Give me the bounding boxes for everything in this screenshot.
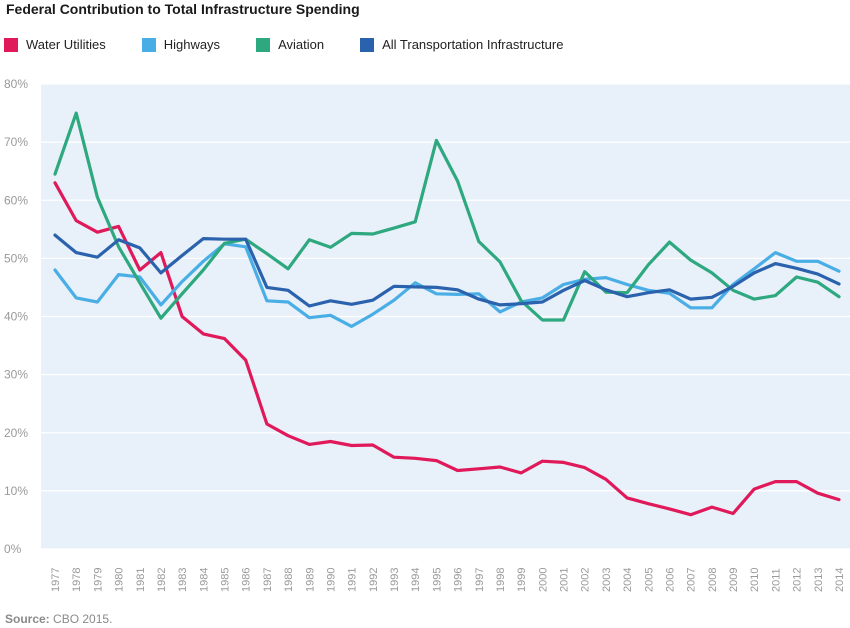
x-tick-label: 1989 <box>304 568 316 592</box>
x-tick-label: 2003 <box>601 568 613 592</box>
x-tick-label: 1990 <box>325 568 337 592</box>
source-note: Source: CBO 2015. <box>5 612 112 626</box>
legend-item-all-transportation: All Transportation Infrastructure <box>360 37 563 52</box>
series-line-highways <box>53 242 841 328</box>
x-axis-ticks: 1977 1978 1979 1980 1981 1982 1983 1984 1985 1986… <box>50 568 846 592</box>
x-tick-label: 2009 <box>728 568 740 592</box>
x-tick-label: 2008 <box>707 568 719 592</box>
chart-title: Federal Contribution to Total Infrastruc… <box>6 1 360 17</box>
source-label: Source: <box>5 612 50 626</box>
x-tick-label: 1997 <box>474 568 486 592</box>
legend-label: All Transportation Infrastructure <box>382 37 564 52</box>
y-tick-label: 70% <box>4 135 28 149</box>
x-tick-label: 1982 <box>156 568 168 592</box>
x-tick-label: 1979 <box>92 568 104 592</box>
legend-swatch <box>4 37 18 52</box>
x-tick-label: 1983 <box>177 568 189 592</box>
x-tick-label: 1980 <box>114 568 126 592</box>
x-tick-label: 1985 <box>220 568 232 592</box>
legend-item-water-utilities: Water Utilities <box>4 37 106 52</box>
legend-swatch <box>256 37 271 52</box>
y-tick-label: 20% <box>4 426 28 440</box>
legend-item-aviation: Aviation <box>256 37 324 52</box>
series-line-water-utilities <box>53 181 841 517</box>
x-tick-label: 1998 <box>495 568 507 592</box>
legend-item-highways: Highways <box>141 37 221 52</box>
legend-swatch <box>360 37 375 52</box>
x-tick-label: 2006 <box>664 568 676 592</box>
y-tick-label: 10% <box>4 484 28 498</box>
x-tick-label: 1996 <box>453 568 465 592</box>
x-tick-label: 2002 <box>580 568 592 592</box>
y-axis-ticks: 0% 10% 20% 30% 40% 50% 60% 70% 80% <box>4 77 28 556</box>
x-tick-label: 1992 <box>368 568 380 592</box>
y-tick-label: 60% <box>4 193 28 207</box>
y-tick-label: 80% <box>4 77 28 91</box>
x-tick-label: 1977 <box>50 568 62 592</box>
legend-swatch <box>141 37 156 52</box>
x-tick-label: 2000 <box>537 568 549 592</box>
x-tick-label: 2010 <box>749 568 761 592</box>
x-tick-label: 2001 <box>559 568 571 592</box>
x-tick-label: 1991 <box>347 568 359 592</box>
x-tick-label: 1995 <box>431 568 443 592</box>
y-tick-label: 40% <box>4 310 28 324</box>
x-tick-label: 2014 <box>834 568 846 592</box>
gridlines <box>41 83 850 550</box>
x-tick-label: 2013 <box>813 568 825 592</box>
x-tick-label: 1994 <box>410 568 422 592</box>
legend: Water Utilities Highways Aviation All Tr… <box>4 37 599 52</box>
legend-label: Water Utilities <box>26 37 106 52</box>
source-text: CBO 2015. <box>53 612 113 626</box>
x-tick-label: 1981 <box>135 568 147 592</box>
series-line-aviation <box>53 111 841 322</box>
y-tick-label: 50% <box>4 251 28 265</box>
legend-label: Highways <box>163 37 221 52</box>
series-lines <box>53 111 841 517</box>
x-tick-label: 1993 <box>389 568 401 592</box>
x-tick-label: 1984 <box>198 568 210 592</box>
x-tick-label: 2007 <box>686 568 698 592</box>
x-tick-label: 1986 <box>241 568 253 592</box>
x-tick-label: 2004 <box>622 568 634 592</box>
x-tick-label: 2011 <box>770 568 782 592</box>
series-line-all-transportation-infrastructure <box>53 233 841 308</box>
legend-label: Aviation <box>278 37 325 52</box>
x-tick-label: 2012 <box>792 568 804 592</box>
x-tick-label: 1987 <box>262 568 274 592</box>
x-tick-label: 1978 <box>71 568 83 592</box>
y-tick-label: 0% <box>4 542 22 556</box>
x-tick-label: 1999 <box>516 568 528 592</box>
x-tick-label: 1988 <box>283 568 295 592</box>
x-tick-label: 2005 <box>643 568 655 592</box>
y-tick-label: 30% <box>4 368 28 382</box>
